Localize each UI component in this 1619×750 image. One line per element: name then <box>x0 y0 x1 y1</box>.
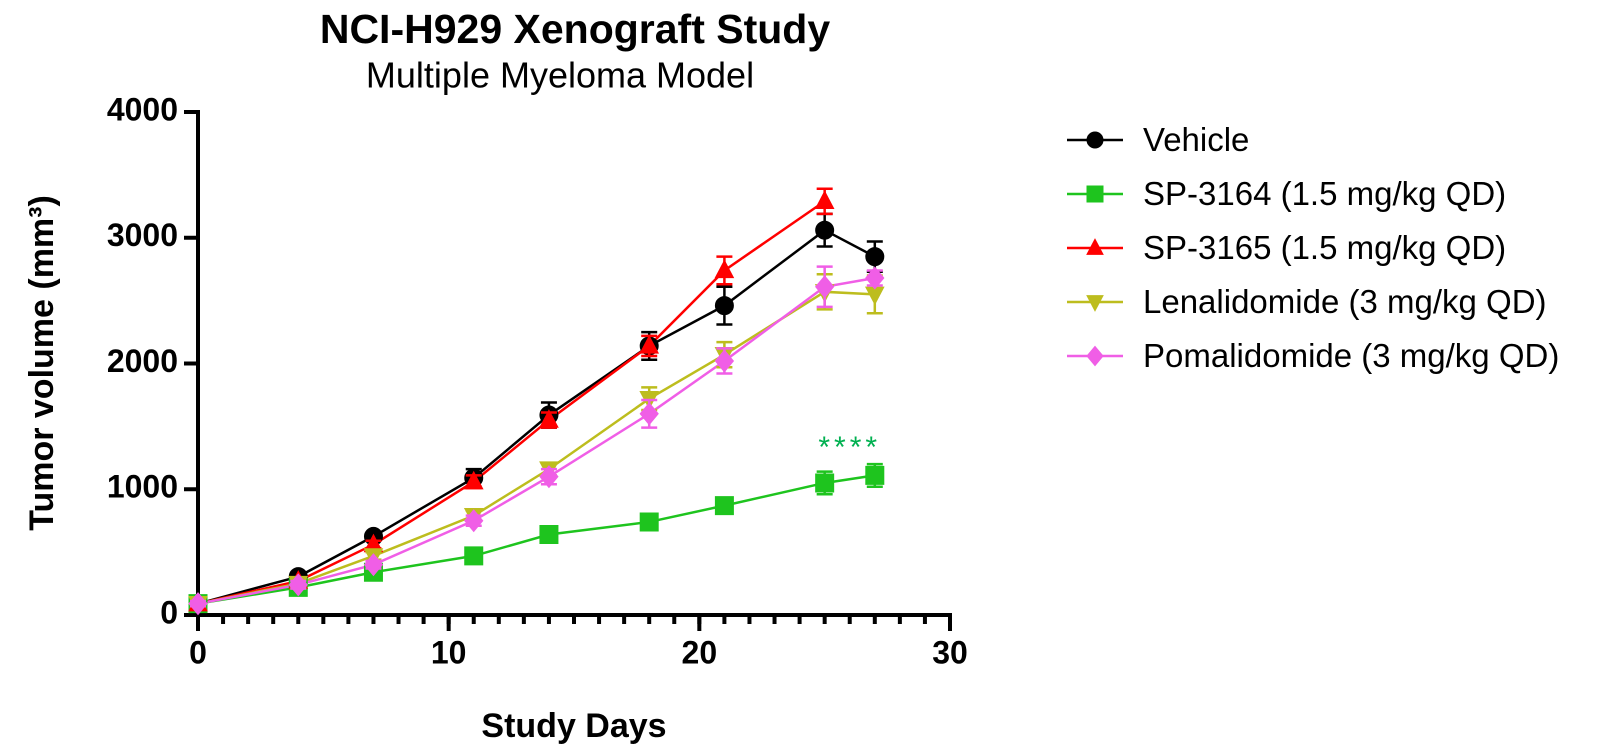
legend-item: Pomalidomide (3 mg/kg QD) <box>1065 336 1565 376</box>
annotation: **** <box>818 431 881 464</box>
marker <box>865 266 885 290</box>
marker <box>865 247 885 267</box>
x-axis-label: Study Days <box>481 707 666 745</box>
marker <box>639 512 659 532</box>
chart-title: NCI-H929 Xenograft Study <box>320 6 830 52</box>
y-axis-label: Tumor volume (mm³) <box>23 195 61 531</box>
legend-label: Pomalidomide (3 mg/kg QD) <box>1143 337 1560 374</box>
marker <box>363 553 384 577</box>
marker <box>639 402 659 426</box>
y-tick-label: 4000 <box>107 91 178 127</box>
marker <box>288 573 308 597</box>
legend-item: SP-3164 (1.5 mg/kg QD) <box>1065 174 1565 214</box>
y-tick-label: 3000 <box>107 217 178 253</box>
marker <box>539 525 559 545</box>
marker <box>463 470 484 490</box>
marker <box>714 259 735 279</box>
legend-label: SP-3165 (1.5 mg/kg QD) <box>1143 229 1507 266</box>
legend-label: SP-3164 (1.5 mg/kg QD) <box>1143 175 1507 212</box>
legend-label: Vehicle <box>1143 121 1250 158</box>
chart-subtitle: Multiple Myeloma Model <box>366 55 754 96</box>
marker <box>1086 295 1104 312</box>
marker <box>188 592 208 616</box>
marker <box>1086 185 1104 203</box>
legend-swatch <box>1067 131 1123 149</box>
marker <box>864 286 885 306</box>
marker <box>1086 345 1104 367</box>
x-tick-label: 20 <box>682 634 718 670</box>
marker <box>1086 131 1104 149</box>
marker <box>815 275 835 299</box>
y-tick-label: 1000 <box>107 469 178 505</box>
x-tick-label: 10 <box>431 634 467 670</box>
x-tick-label: 30 <box>932 634 968 670</box>
y-tick-label: 0 <box>160 594 178 630</box>
legend-item: Lenalidomide (3 mg/kg QD) <box>1065 282 1565 322</box>
legend-item: SP-3165 (1.5 mg/kg QD) <box>1065 228 1565 268</box>
marker <box>464 546 484 566</box>
marker <box>714 496 734 516</box>
legend-swatch <box>1067 345 1123 367</box>
marker <box>865 465 885 485</box>
legend-swatch <box>1067 295 1123 312</box>
marker <box>464 509 484 533</box>
legend-swatch <box>1067 238 1123 255</box>
marker <box>1086 238 1104 255</box>
legend: Vehicle SP-3164 (1.5 mg/kg QD) SP-3165 (1.… <box>1065 120 1565 390</box>
series-line <box>197 276 876 605</box>
marker <box>639 334 660 354</box>
marker <box>814 190 835 209</box>
marker <box>714 296 734 316</box>
series-line <box>197 228 876 605</box>
marker <box>714 349 735 373</box>
marker <box>539 409 559 428</box>
legend-swatch <box>1067 185 1123 203</box>
series-line <box>197 200 826 605</box>
marker <box>815 473 835 493</box>
legend-item: Vehicle <box>1065 120 1565 160</box>
marker <box>539 465 559 489</box>
marker <box>815 220 835 240</box>
x-tick-label: 0 <box>189 634 207 670</box>
series-line <box>197 290 875 605</box>
legend-label: Lenalidomide (3 mg/kg QD) <box>1143 283 1547 320</box>
y-tick-label: 2000 <box>107 343 178 379</box>
